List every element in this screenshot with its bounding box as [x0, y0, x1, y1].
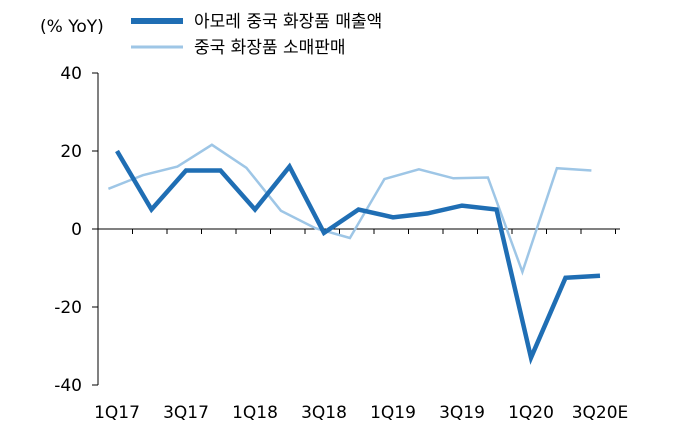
x-tick-label: 1Q17	[94, 403, 140, 423]
x-tick-label: 3Q17	[163, 403, 209, 423]
x-tick-label: 3Q20E	[572, 403, 629, 423]
y-axis-unit-label: (% YoY)	[40, 17, 104, 37]
x-tick-label: 3Q18	[301, 403, 347, 423]
series-line-2	[107, 143, 592, 276]
y-tick-label: 40	[60, 64, 82, 84]
legend: 아모레 중국 화장품 매출액 중국 화장품 소매판매	[131, 12, 382, 58]
x-tick-label: 3Q19	[439, 403, 485, 423]
x-tick-label: 1Q19	[370, 403, 416, 423]
y-tick-label: 20	[60, 142, 82, 162]
series-line-1	[115, 149, 601, 365]
y-axis: 40 20 0 -20 -40	[54, 64, 99, 396]
x-tick-label: 1Q20	[508, 403, 554, 423]
y-tick-label: -40	[54, 376, 82, 396]
y-tick-label: 0	[71, 220, 82, 240]
legend-label-series-2: 중국 화장품 소매판매	[194, 38, 346, 58]
y-tick-label: -20	[54, 298, 82, 318]
x-tick-label: 1Q18	[232, 403, 278, 423]
series-layer	[107, 143, 601, 365]
legend-label-series-1: 아모레 중국 화장품 매출액	[194, 12, 382, 32]
x-axis: 1Q17 3Q17 1Q18 3Q18 1Q19 3Q19 1Q20 3Q20E	[94, 228, 629, 423]
